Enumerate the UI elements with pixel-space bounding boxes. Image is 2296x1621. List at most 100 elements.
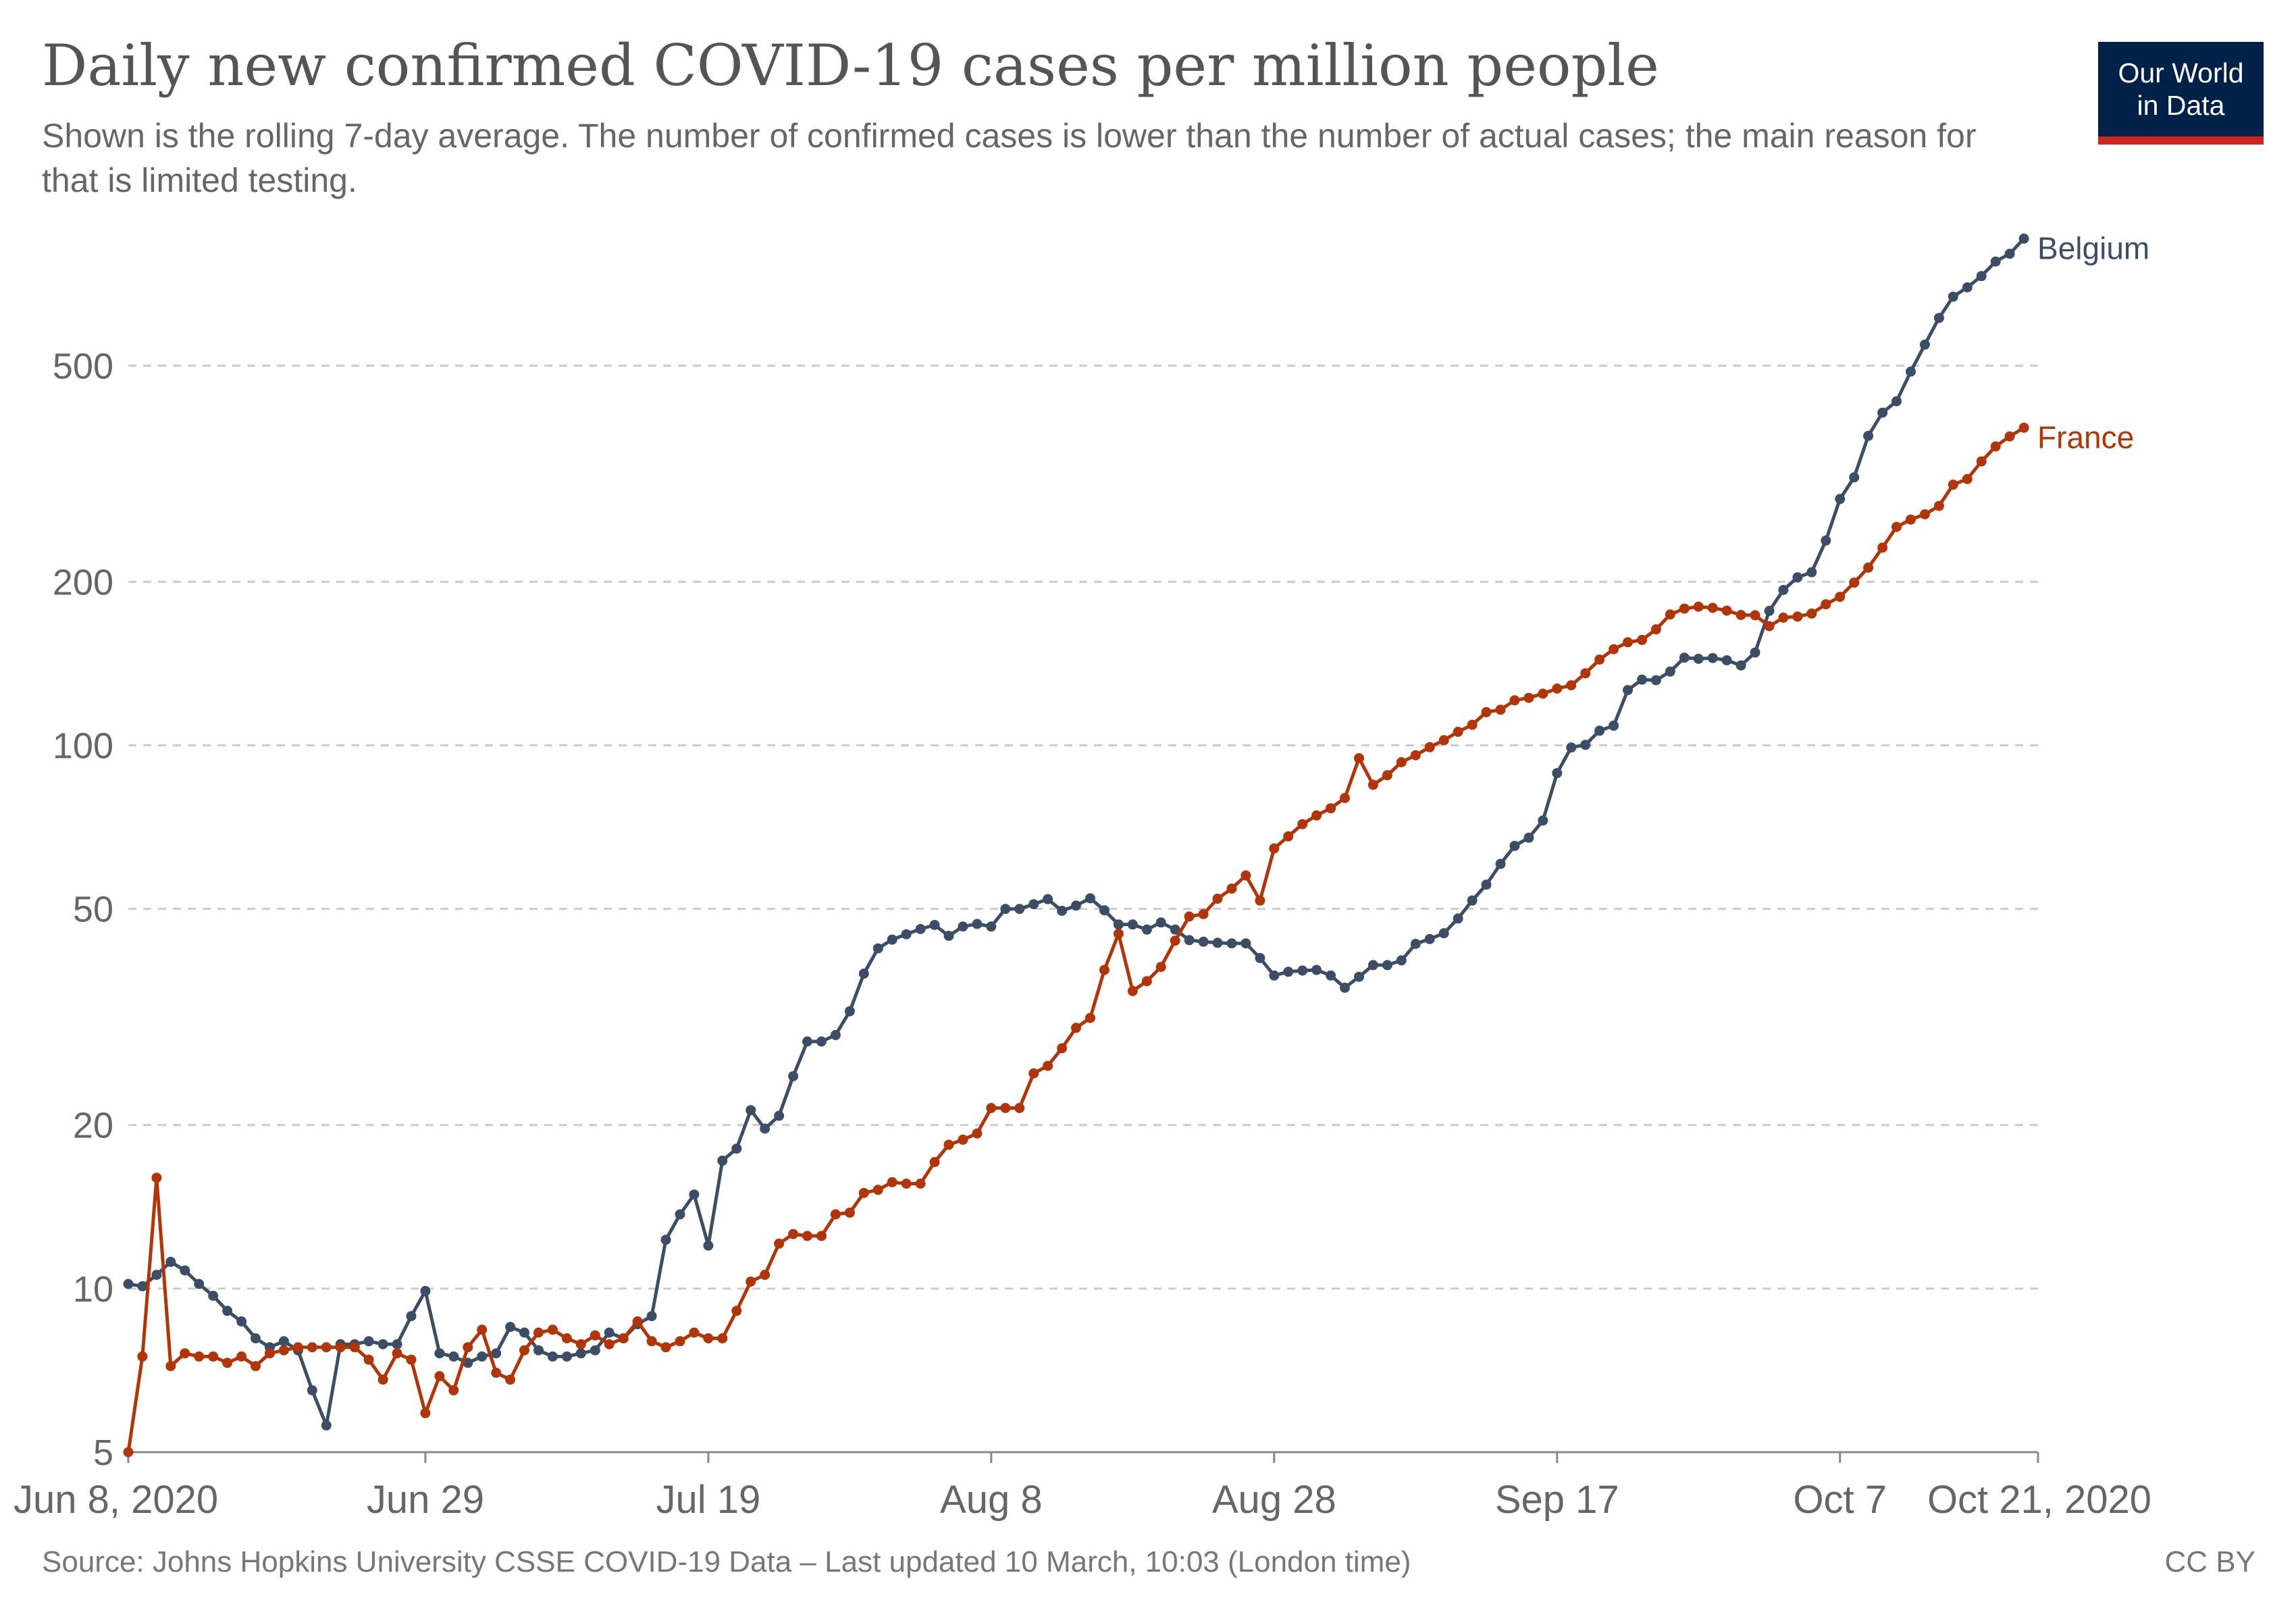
data-point[interactable] <box>1241 938 1251 949</box>
data-point[interactable] <box>1609 644 1619 654</box>
data-point[interactable] <box>1495 858 1506 869</box>
data-point[interactable] <box>1594 725 1605 736</box>
owid-logo[interactable]: Our World in Data <box>2098 42 2264 145</box>
data-point[interactable] <box>1707 652 1718 663</box>
data-point[interactable] <box>1750 647 1760 658</box>
data-point[interactable] <box>1509 840 1520 851</box>
data-point[interactable] <box>1326 970 1336 981</box>
data-point[interactable] <box>1198 908 1209 919</box>
data-point[interactable] <box>1467 895 1478 906</box>
data-point[interactable] <box>448 1351 459 1362</box>
data-point[interactable] <box>1382 770 1392 781</box>
data-point[interactable] <box>222 1358 233 1368</box>
data-point[interactable] <box>1382 960 1392 971</box>
data-point[interactable] <box>1962 473 1973 484</box>
data-point[interactable] <box>1594 654 1605 665</box>
data-point[interactable] <box>2018 422 2029 433</box>
data-point[interactable] <box>2004 249 2015 259</box>
data-point[interactable] <box>1778 585 1789 595</box>
data-point[interactable] <box>1255 895 1266 906</box>
data-point[interactable] <box>915 1179 926 1189</box>
data-point[interactable] <box>1637 635 1647 645</box>
data-point[interactable] <box>208 1291 219 1301</box>
data-point[interactable] <box>1198 936 1209 947</box>
data-point[interactable] <box>1863 562 1874 573</box>
data-point[interactable] <box>1693 653 1704 664</box>
data-point[interactable] <box>1523 832 1534 843</box>
data-point[interactable] <box>278 1336 289 1347</box>
data-point[interactable] <box>236 1316 247 1327</box>
data-point[interactable] <box>477 1351 488 1362</box>
data-point[interactable] <box>1877 542 1888 553</box>
data-point[interactable] <box>1438 735 1449 746</box>
data-point[interactable] <box>1057 1043 1068 1054</box>
data-point[interactable] <box>1141 924 1152 935</box>
data-point[interactable] <box>377 1339 388 1349</box>
data-point[interactable] <box>137 1281 148 1291</box>
data-point[interactable] <box>604 1339 615 1349</box>
data-point[interactable] <box>943 1139 954 1150</box>
data-point[interactable] <box>519 1345 529 1356</box>
data-point[interactable] <box>491 1348 502 1359</box>
data-point[interactable] <box>363 1354 374 1365</box>
data-point[interactable] <box>887 1177 897 1187</box>
data-point[interactable] <box>505 1322 516 1333</box>
data-point[interactable] <box>901 929 912 940</box>
data-point[interactable] <box>1226 883 1237 894</box>
data-point[interactable] <box>307 1342 317 1353</box>
data-point[interactable] <box>646 1311 657 1322</box>
data-point[interactable] <box>1976 271 1987 282</box>
data-point[interactable] <box>788 1071 799 1081</box>
data-point[interactable] <box>1014 1103 1025 1113</box>
data-point[interactable] <box>1099 905 1110 916</box>
data-point[interactable] <box>349 1342 360 1353</box>
data-point[interactable] <box>1226 938 1237 949</box>
data-point[interactable] <box>802 1036 812 1047</box>
data-point[interactable] <box>533 1345 544 1356</box>
data-point[interactable] <box>1354 753 1364 764</box>
data-point[interactable] <box>1637 674 1647 685</box>
data-point[interactable] <box>1806 608 1817 619</box>
data-point[interactable] <box>194 1279 205 1289</box>
data-point[interactable] <box>1184 935 1195 946</box>
data-point[interactable] <box>292 1342 303 1353</box>
data-point[interactable] <box>1821 599 1831 610</box>
data-point[interactable] <box>986 1103 997 1113</box>
data-point[interactable] <box>1849 577 1860 588</box>
data-point[interactable] <box>123 1447 134 1458</box>
data-point[interactable] <box>915 924 926 934</box>
data-point[interactable] <box>1241 870 1251 881</box>
data-point[interactable] <box>660 1342 671 1353</box>
data-point[interactable] <box>872 943 883 954</box>
data-point[interactable] <box>1043 1060 1053 1071</box>
data-point[interactable] <box>1707 602 1718 613</box>
data-point[interactable] <box>943 931 954 942</box>
data-point[interactable] <box>1283 967 1294 977</box>
data-point[interactable] <box>774 1110 785 1121</box>
data-point[interactable] <box>1155 917 1166 928</box>
data-point[interactable] <box>165 1361 176 1372</box>
data-point[interactable] <box>1835 592 1846 602</box>
data-point[interactable] <box>816 1231 827 1241</box>
data-point[interactable] <box>689 1189 700 1200</box>
data-point[interactable] <box>689 1327 700 1338</box>
data-point[interactable] <box>1141 976 1152 987</box>
data-point[interactable] <box>1863 430 1874 441</box>
data-point[interactable] <box>434 1371 445 1381</box>
data-point[interactable] <box>1721 655 1732 666</box>
data-point[interactable] <box>533 1327 544 1338</box>
data-point[interactable] <box>392 1348 402 1359</box>
data-point[interactable] <box>858 1187 869 1198</box>
data-point[interactable] <box>1990 256 2001 267</box>
data-point[interactable] <box>844 1006 855 1017</box>
data-point[interactable] <box>1113 929 1124 939</box>
data-point[interactable] <box>519 1327 529 1338</box>
data-point[interactable] <box>1057 906 1068 916</box>
data-point[interactable] <box>406 1354 417 1365</box>
data-point[interactable] <box>1877 407 1888 418</box>
data-point[interactable] <box>1410 939 1421 949</box>
data-point[interactable] <box>1552 768 1563 779</box>
data-point[interactable] <box>1410 750 1421 761</box>
data-point[interactable] <box>1255 952 1266 963</box>
data-point[interactable] <box>575 1339 586 1349</box>
